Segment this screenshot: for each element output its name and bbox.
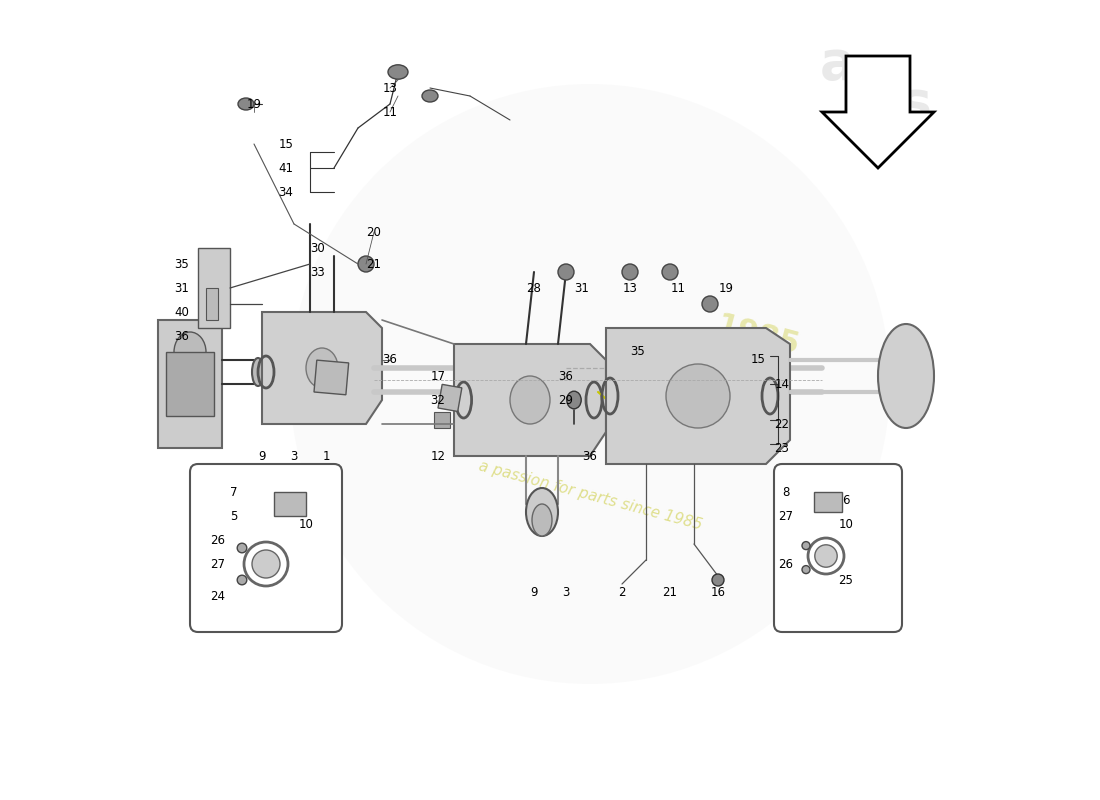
Text: 8: 8 <box>782 486 790 498</box>
Text: 19: 19 <box>246 98 262 110</box>
Ellipse shape <box>621 264 638 280</box>
Text: 2: 2 <box>618 586 626 598</box>
Ellipse shape <box>510 376 550 424</box>
Text: 40: 40 <box>175 306 189 318</box>
Text: 26: 26 <box>779 558 793 570</box>
Text: 36: 36 <box>583 450 597 462</box>
Text: 25: 25 <box>838 574 854 586</box>
Ellipse shape <box>662 264 678 280</box>
Ellipse shape <box>238 98 254 110</box>
Bar <box>434 412 450 428</box>
Text: 23: 23 <box>774 442 790 454</box>
Ellipse shape <box>702 296 718 312</box>
Ellipse shape <box>815 545 837 567</box>
Text: 31: 31 <box>574 282 590 294</box>
Text: 3: 3 <box>290 450 298 462</box>
Text: 34: 34 <box>278 186 294 198</box>
Text: 11: 11 <box>383 106 397 118</box>
Text: 26: 26 <box>210 534 225 546</box>
Text: 36: 36 <box>559 370 573 382</box>
Ellipse shape <box>566 391 581 409</box>
Text: 17: 17 <box>430 370 446 382</box>
Ellipse shape <box>422 90 438 102</box>
Text: 9: 9 <box>530 586 538 598</box>
Bar <box>814 492 842 512</box>
Text: 13: 13 <box>383 82 397 94</box>
Text: 22: 22 <box>774 418 790 430</box>
Polygon shape <box>454 344 606 456</box>
Text: 21: 21 <box>366 258 382 270</box>
Ellipse shape <box>388 65 408 79</box>
Text: 13: 13 <box>623 282 637 294</box>
Text: 31: 31 <box>175 282 189 294</box>
Text: 36: 36 <box>383 354 397 366</box>
Text: a: a <box>821 38 856 90</box>
Ellipse shape <box>252 358 264 386</box>
Ellipse shape <box>558 264 574 280</box>
Text: 15: 15 <box>750 354 766 366</box>
Text: 3: 3 <box>562 586 570 598</box>
Text: 29: 29 <box>559 394 573 406</box>
Polygon shape <box>822 56 934 168</box>
Text: 33: 33 <box>310 266 326 278</box>
Ellipse shape <box>532 504 552 536</box>
Text: 10: 10 <box>838 518 854 530</box>
Text: 24: 24 <box>210 590 225 602</box>
Text: 7: 7 <box>230 486 238 498</box>
Bar <box>166 352 214 416</box>
Ellipse shape <box>666 364 730 428</box>
Bar <box>438 384 462 411</box>
Bar <box>206 288 218 320</box>
Text: 35: 35 <box>630 346 646 358</box>
FancyBboxPatch shape <box>774 464 902 632</box>
Text: 20: 20 <box>366 226 382 238</box>
Ellipse shape <box>174 332 206 372</box>
Text: 10: 10 <box>298 518 314 530</box>
Ellipse shape <box>178 372 202 396</box>
Bar <box>158 320 222 448</box>
Text: 1985: 1985 <box>713 311 803 361</box>
Ellipse shape <box>802 566 810 574</box>
Polygon shape <box>262 312 382 424</box>
Text: 6: 6 <box>843 494 849 506</box>
Text: res: res <box>839 78 933 130</box>
Ellipse shape <box>878 324 934 428</box>
Bar <box>198 248 230 328</box>
Text: 19: 19 <box>718 282 734 294</box>
Text: 16: 16 <box>711 586 726 598</box>
Text: 1: 1 <box>322 450 330 462</box>
Text: 35: 35 <box>175 258 189 270</box>
Text: 30: 30 <box>310 242 326 254</box>
Ellipse shape <box>238 575 246 585</box>
Text: 27: 27 <box>210 558 225 570</box>
Bar <box>314 360 349 394</box>
Ellipse shape <box>802 542 810 550</box>
Text: 32: 32 <box>430 394 446 406</box>
Text: 5: 5 <box>230 510 238 522</box>
Ellipse shape <box>358 256 374 272</box>
Text: 41: 41 <box>278 162 294 174</box>
Text: 15: 15 <box>278 138 294 150</box>
Text: 28: 28 <box>527 282 541 294</box>
Ellipse shape <box>238 543 246 553</box>
Polygon shape <box>606 328 790 464</box>
Ellipse shape <box>526 488 558 536</box>
FancyBboxPatch shape <box>190 464 342 632</box>
Text: 36: 36 <box>175 330 189 342</box>
Text: 11: 11 <box>671 282 685 294</box>
Ellipse shape <box>290 84 890 684</box>
Text: a passion for parts since 1985: a passion for parts since 1985 <box>476 459 703 533</box>
Text: 9: 9 <box>258 450 266 462</box>
Ellipse shape <box>306 348 338 388</box>
Ellipse shape <box>252 550 280 578</box>
Text: 12: 12 <box>430 450 446 462</box>
Ellipse shape <box>712 574 724 586</box>
Text: 14: 14 <box>774 378 790 390</box>
Text: 21: 21 <box>662 586 678 598</box>
Bar <box>274 492 306 516</box>
Text: 27: 27 <box>779 510 793 522</box>
